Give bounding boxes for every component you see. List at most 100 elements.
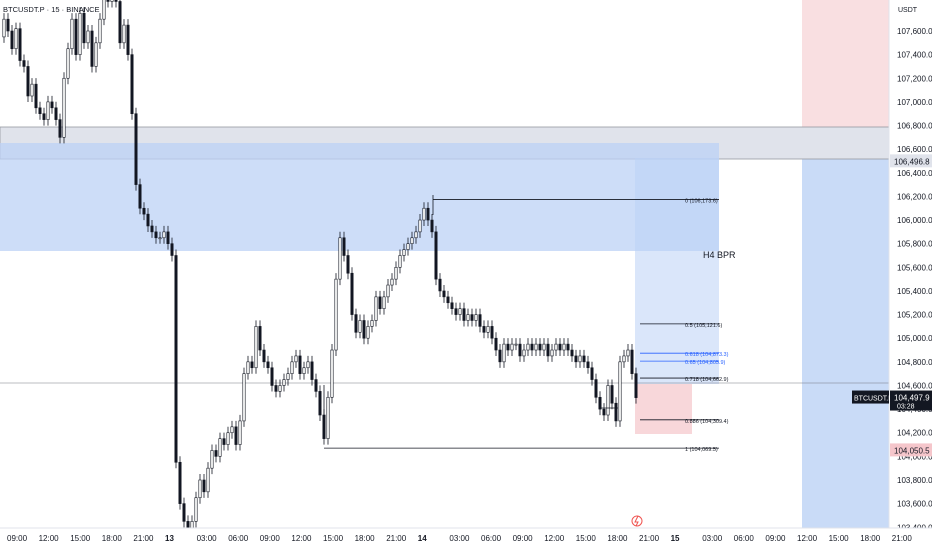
candle-body — [54, 107, 58, 120]
time-tick-label: 18:00 — [607, 534, 628, 543]
candle-body — [450, 302, 454, 309]
time-tick-label: 15:00 — [70, 534, 91, 543]
candle-body — [418, 219, 422, 233]
candle-body — [466, 314, 470, 321]
future-zone-blue — [802, 158, 889, 528]
candle-body — [630, 349, 634, 374]
candle-body — [454, 308, 458, 315]
candle-body — [134, 113, 138, 185]
level-badge-106496-value: 106,496.8 — [894, 157, 930, 166]
candle-body — [98, 18, 102, 44]
candle-body — [338, 237, 342, 280]
candle-body — [278, 385, 282, 392]
time-tick-label: 14 — [418, 534, 427, 543]
candle-body — [562, 343, 566, 351]
candle-body — [282, 379, 286, 386]
candle-body — [582, 355, 586, 363]
candle-body — [394, 267, 398, 280]
price-badges-layer: BTCUSDT.P 104,497.903:28 106,496.8 104,050.… — [852, 154, 932, 457]
time-tick-label: 09:00 — [260, 534, 281, 543]
candle-body — [238, 420, 242, 445]
candle-body — [58, 119, 62, 138]
candle-body — [62, 77, 66, 138]
candle-body — [170, 243, 174, 256]
candle-body — [378, 296, 382, 309]
price-axis-unit: USDT — [898, 7, 918, 14]
candle-body — [174, 255, 178, 463]
time-tick-label: 12:00 — [291, 534, 312, 543]
candle-body — [214, 450, 218, 457]
candle-body — [610, 385, 614, 404]
candle-body — [514, 343, 518, 346]
fib-label: 0.718 (104,662.9) — [685, 377, 729, 383]
time-tick-label: 15:00 — [323, 534, 344, 543]
candle-body — [510, 343, 514, 351]
candle-body — [402, 249, 406, 256]
candle-body — [634, 373, 638, 398]
h4-bpr-zone — [0, 143, 719, 251]
price-axis-bg — [889, 0, 932, 528]
fib-zone-pink — [635, 384, 692, 434]
price-tick-label: 106,000.0 — [897, 216, 932, 225]
time-tick-label: 12:00 — [39, 534, 60, 543]
fib-labels-layer: 0 (106,173.6) 0.5 (105,121.6) 0.618 (104,8… — [324, 199, 729, 453]
fib-label: 0.618 (104,873.3) — [685, 352, 729, 358]
candle-body — [330, 349, 334, 398]
price-tick-label: 106,600.0 — [897, 145, 932, 154]
candle-body — [106, 0, 110, 2]
candle-body — [198, 479, 202, 499]
price-tick-label: 104,600.0 — [897, 381, 932, 390]
candle-body — [542, 343, 546, 351]
candle-body — [34, 83, 38, 109]
price-tick-label: 107,200.0 — [897, 74, 932, 83]
candle-body — [150, 225, 154, 233]
time-ticks-layer: 09:00 12:00 15:00 18:00 21:00 13 03:00 06:00 09:… — [7, 534, 912, 543]
price-tick-label: 107,000.0 — [897, 98, 932, 107]
time-tick-label: 21:00 — [386, 534, 407, 543]
candle-body — [438, 278, 442, 292]
price-tick-label: 106,200.0 — [897, 192, 932, 201]
candle-body — [546, 343, 550, 357]
lightning-icon[interactable] — [631, 515, 643, 527]
time-tick-label: 15:00 — [829, 534, 850, 543]
price-tick-label: 103,600.0 — [897, 500, 932, 509]
candle-body — [226, 432, 230, 445]
candle-body — [74, 18, 78, 55]
candle-body — [78, 12, 82, 55]
level-badge-104050-value: 104,050.5 — [894, 446, 930, 455]
candle-body — [530, 343, 534, 351]
candle-body — [138, 184, 142, 209]
candle-body — [342, 237, 346, 256]
candle-body — [262, 349, 266, 363]
candle-body — [606, 385, 610, 416]
candle-body — [194, 497, 198, 522]
candle-body — [270, 367, 274, 386]
candles-layer — [2, 0, 638, 546]
time-tick-label: 15 — [671, 534, 680, 543]
candle-body — [558, 343, 562, 351]
candle-body — [266, 361, 270, 369]
level-badge-106496: 106,496.8 — [890, 154, 932, 168]
candle-body — [478, 314, 482, 327]
candle-body — [26, 66, 30, 97]
candle-body — [306, 361, 310, 369]
candle-body — [162, 231, 166, 239]
price-tick-label: 107,400.0 — [897, 51, 932, 60]
candle-body — [50, 101, 54, 109]
candle-body — [458, 308, 462, 315]
symbol-title: BTCUSDT.P · 15 · BINANCE — [3, 5, 100, 14]
candle-body — [154, 231, 158, 239]
candle-body — [274, 385, 278, 392]
candle-body — [414, 231, 418, 239]
candle-body — [146, 213, 150, 227]
candle-body — [574, 355, 578, 363]
candle-body — [22, 60, 26, 67]
candle-body — [390, 278, 394, 286]
fib-zone-blue — [635, 158, 719, 384]
candle-body — [622, 355, 626, 363]
candle-body — [158, 237, 162, 240]
fib-lines-layer — [323, 195, 618, 432]
candle-body — [570, 349, 574, 357]
candle-body — [366, 326, 370, 339]
